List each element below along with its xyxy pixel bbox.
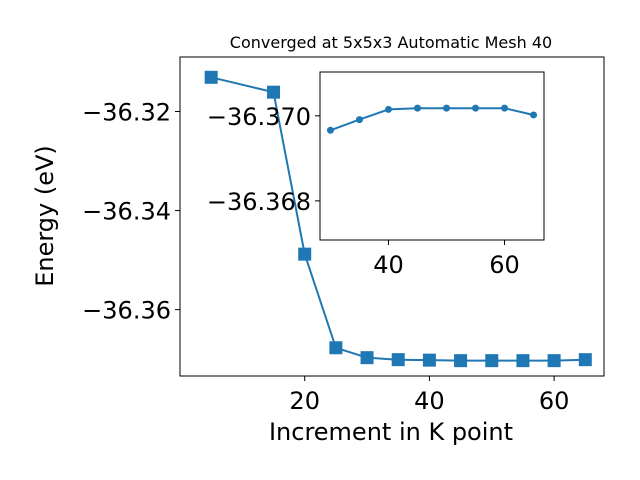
- inset-data-point: [326, 126, 334, 134]
- main-x-tick-label: 40: [414, 387, 445, 415]
- main-data-point: [547, 354, 561, 368]
- inset-data-point: [443, 104, 451, 112]
- inset-data-point: [384, 105, 392, 113]
- inset-x-tick-label: 60: [489, 251, 520, 279]
- main-data-point: [454, 354, 468, 368]
- main-y-tick-label: −36.36: [82, 297, 171, 325]
- main-data-point: [360, 351, 374, 365]
- inset-series-line: [330, 107, 534, 132]
- x-axis-label: Increment in K point: [269, 418, 513, 446]
- main-x-tick-label: 60: [539, 387, 570, 415]
- main-data-point: [485, 354, 499, 368]
- inset-data-point: [355, 116, 363, 124]
- main-data-point: [578, 353, 592, 367]
- chart-title: Converged at 5x5x3 Automatic Mesh 40: [230, 33, 552, 52]
- main-data-point: [516, 354, 530, 368]
- inset-data-point: [501, 104, 509, 112]
- main-data-point: [298, 247, 312, 261]
- inset-x-tick-label: 40: [373, 251, 404, 279]
- inset-data-point: [413, 104, 421, 112]
- main-data-point: [329, 341, 343, 355]
- main-data-point: [204, 70, 218, 84]
- y-axis-label: Energy (eV): [31, 145, 59, 287]
- main-y-tick-label: −36.32: [82, 98, 171, 126]
- inset-y-tick-label: −36.370: [207, 103, 311, 131]
- inset-plot-area: 40 60 −36.370 −36.368: [207, 71, 545, 279]
- inset-y-tick-label: −36.368: [207, 188, 311, 216]
- main-data-point: [267, 85, 281, 99]
- inset-data-point: [472, 104, 480, 112]
- inset-data-point: [530, 111, 538, 119]
- main-x-tick-label: 20: [289, 387, 320, 415]
- main-y-tick-label: −36.34: [82, 198, 171, 226]
- main-data-point: [391, 353, 405, 367]
- main-data-point: [422, 353, 436, 367]
- inset-frame: [319, 71, 545, 241]
